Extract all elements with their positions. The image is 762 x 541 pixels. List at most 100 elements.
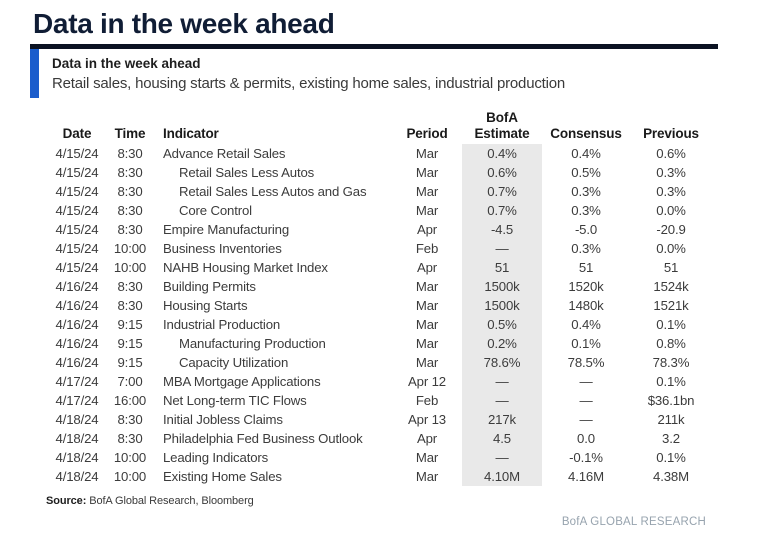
table-row: 4/16/24 8:30 Building Permits Mar 1500k … (46, 277, 712, 296)
table-row: 4/16/24 9:15 Industrial Production Mar 0… (46, 315, 712, 334)
cell-date: 4/18/24 (55, 412, 99, 427)
brand-line: BofA GLOBAL RESEARCH (561, 516, 706, 528)
header-indicator: Indicator (163, 126, 219, 141)
cell-previous: 0.6% (656, 146, 686, 161)
cell-date: 4/15/24 (55, 146, 99, 161)
header-period: Period (406, 126, 448, 141)
cell-indicator: Building Permits (163, 279, 256, 294)
cell-date: 4/18/24 (55, 450, 99, 465)
cell-period: Mar (415, 184, 439, 199)
cell-time: 16:00 (113, 393, 147, 408)
cell-bofa-estimate: — (462, 448, 542, 467)
table-row: 4/18/24 8:30 Initial Jobless Claims Apr … (46, 410, 712, 429)
cell-bofa-estimate: — (462, 372, 542, 391)
header-date: Date (62, 126, 92, 141)
cell-consensus: 0.3% (571, 241, 601, 256)
cell-bofa-estimate: 0.5% (462, 315, 542, 334)
table-row: 4/18/24 10:00 Leading Indicators Mar — -… (46, 448, 712, 467)
cell-bofa-estimate: -4.5 (462, 220, 542, 239)
cell-previous: 0.8% (656, 336, 686, 351)
cell-consensus: 1480k (568, 298, 604, 313)
cell-time: 9:15 (117, 336, 143, 351)
cell-previous: 4.38M (653, 469, 689, 484)
cell-bofa-estimate: 78.6% (462, 353, 542, 372)
cell-period: Apr (416, 222, 438, 237)
cell-time: 8:30 (117, 431, 143, 446)
cell-indicator: Philadelphia Fed Business Outlook (163, 431, 363, 446)
cell-period: Feb (415, 393, 439, 408)
accent-bar (30, 49, 39, 98)
cell-previous: 0.3% (656, 184, 686, 199)
exhibit-header: Data in the week ahead Retail sales, hou… (30, 49, 718, 98)
cell-indicator: Business Inventories (163, 241, 282, 256)
cell-date: 4/15/24 (55, 241, 99, 256)
cell-period: Mar (415, 317, 439, 332)
exhibit-subtitle: Retail sales, housing starts & permits, … (52, 75, 566, 92)
cell-date: 4/15/24 (55, 260, 99, 275)
table-row: 4/16/24 8:30 Housing Starts Mar 1500k 14… (46, 296, 712, 315)
cell-indicator: Advance Retail Sales (163, 146, 286, 161)
exhibit-titles: Data in the week ahead Retail sales, hou… (39, 49, 565, 98)
source-line: Source: BofA Global Research, Bloomberg (46, 495, 718, 507)
page-title: Data in the week ahead (33, 8, 335, 39)
cell-consensus: 4.16M (568, 469, 604, 484)
cell-period: Mar (415, 279, 439, 294)
cell-previous: 3.2 (662, 431, 680, 446)
table-row: 4/15/24 8:30 Core Control Mar 0.7% 0.3% … (46, 201, 712, 220)
cell-date: 4/16/24 (55, 336, 99, 351)
cell-consensus: 1520k (568, 279, 604, 294)
cell-period: Mar (415, 469, 439, 484)
cell-period: Mar (415, 165, 439, 180)
table-row: 4/17/24 16:00 Net Long-term TIC Flows Fe… (46, 391, 712, 410)
table-row: 4/15/24 8:30 Advance Retail Sales Mar 0.… (46, 144, 712, 163)
header-bofa-estimate: BofA Estimate (462, 110, 542, 144)
exhibit-heading: Data in the week ahead (52, 56, 201, 71)
cell-time: 10:00 (113, 260, 147, 275)
cell-previous: 0.0% (656, 203, 686, 218)
cell-period: Mar (415, 336, 439, 351)
cell-time: 8:30 (117, 184, 143, 199)
cell-time: 8:30 (117, 165, 143, 180)
cell-bofa-estimate: 0.7% (462, 182, 542, 201)
cell-consensus: — (579, 374, 593, 389)
cell-consensus: 78.5% (567, 355, 605, 370)
cell-bofa-estimate: 0.4% (462, 144, 542, 163)
table-body: 4/15/24 8:30 Advance Retail Sales Mar 0.… (46, 144, 712, 486)
cell-bofa-estimate: 4.10M (462, 467, 542, 486)
header-time: Time (114, 126, 146, 141)
cell-previous: 0.1% (656, 450, 686, 465)
cell-time: 8:30 (117, 203, 143, 218)
title-divider (30, 44, 718, 49)
table-row: 4/15/24 8:30 Retail Sales Less Autos Mar… (46, 163, 712, 182)
cell-consensus: 0.0 (577, 431, 595, 446)
cell-consensus: 0.3% (571, 203, 601, 218)
cell-period: Feb (415, 241, 439, 256)
cell-indicator: Manufacturing Production (179, 336, 326, 351)
cell-date: 4/15/24 (55, 203, 99, 218)
cell-previous: 211k (657, 412, 685, 427)
cell-time: 10:00 (113, 450, 147, 465)
header-bofa-estimate-line1: BofA (486, 110, 518, 125)
table-row: 4/18/24 10:00 Existing Home Sales Mar 4.… (46, 467, 712, 486)
cell-time: 9:15 (117, 317, 143, 332)
cell-date: 4/16/24 (55, 317, 99, 332)
cell-bofa-estimate: 4.5 (462, 429, 542, 448)
cell-time: 10:00 (113, 469, 147, 484)
cell-indicator: Industrial Production (163, 317, 281, 332)
table-row: 4/15/24 8:30 Empire Manufacturing Apr -4… (46, 220, 712, 239)
cell-date: 4/15/24 (55, 222, 99, 237)
cell-time: 10:00 (113, 241, 147, 256)
table-row: 4/15/24 10:00 Business Inventories Feb —… (46, 239, 712, 258)
cell-period: Mar (415, 203, 439, 218)
cell-previous: 0.3% (656, 165, 686, 180)
cell-bofa-estimate: 1500k (462, 277, 542, 296)
cell-indicator: Core Control (179, 203, 252, 218)
cell-time: 8:30 (117, 222, 143, 237)
source-text: BofA Global Research, Bloomberg (86, 495, 254, 507)
cell-date: 4/16/24 (55, 355, 99, 370)
cell-previous: 0.0% (656, 241, 686, 256)
cell-bofa-estimate: — (462, 391, 542, 410)
cell-consensus: — (579, 393, 593, 408)
cell-indicator: Capacity Utilization (179, 355, 289, 370)
cell-period: Apr 13 (408, 412, 446, 427)
